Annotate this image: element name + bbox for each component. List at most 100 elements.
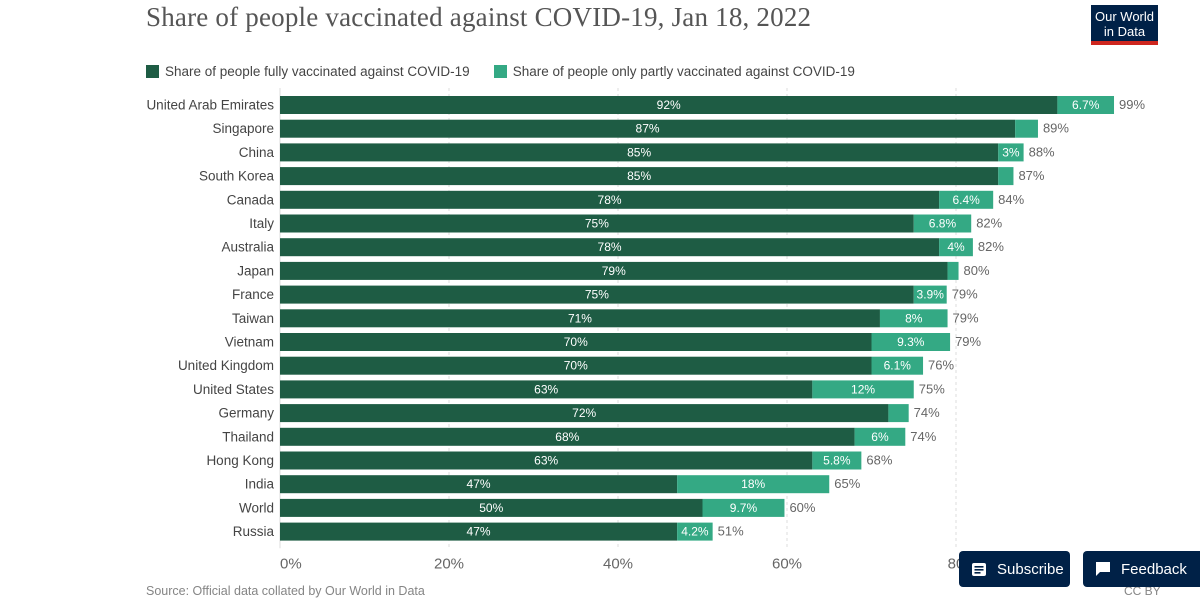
total-label: 80% — [964, 263, 990, 278]
bar-partial — [812, 451, 862, 470]
category-label: United Kingdom — [178, 358, 274, 373]
category-label: United States — [193, 382, 274, 397]
bar-full-label: 92% — [657, 98, 681, 112]
total-label: 79% — [955, 334, 981, 349]
bar-partial-label: 12% — [851, 382, 875, 396]
total-label: 65% — [834, 476, 860, 491]
bar-partial-label: 6.1% — [884, 359, 912, 373]
chat-bubble-icon — [1095, 561, 1111, 577]
bar-full — [280, 522, 678, 541]
total-label: 79% — [953, 310, 979, 325]
total-label: 74% — [914, 405, 940, 420]
total-label: 99% — [1119, 97, 1145, 112]
category-label: United Arab Emirates — [146, 98, 274, 113]
logo-line-1: Our World — [1095, 9, 1154, 24]
mail-icon — [971, 562, 987, 577]
legend-item-full[interactable]: Share of people fully vaccinated against… — [146, 64, 470, 79]
feedback-label: Feedback — [1121, 560, 1187, 578]
bar-full — [280, 190, 940, 209]
bar-full — [280, 333, 872, 351]
category-label: Germany — [218, 406, 274, 421]
legend-swatch-full — [146, 64, 159, 78]
bar-full — [280, 167, 999, 186]
x-tick-label: 0% — [280, 555, 302, 572]
bar-partial — [1015, 119, 1038, 138]
bar-full-label: 72% — [572, 406, 596, 420]
x-tick-label: 40% — [603, 555, 633, 572]
bar-full — [280, 119, 1016, 138]
bar-full-label: 75% — [585, 288, 609, 302]
bar-full — [280, 143, 999, 162]
bar-full — [280, 309, 880, 328]
bar-partial-label: 5.8% — [823, 454, 851, 468]
total-label: 84% — [998, 192, 1024, 207]
bar-full-label: 78% — [598, 240, 622, 254]
source-note: Source: Official data collated by Our Wo… — [146, 584, 425, 598]
bar-full-label: 71% — [568, 311, 592, 325]
category-label: China — [239, 145, 275, 160]
bar-full-label: 68% — [555, 430, 579, 444]
category-label: South Korea — [199, 169, 275, 184]
total-label: 68% — [866, 453, 892, 468]
bar-full-label: 70% — [564, 335, 588, 349]
bar-partial — [939, 190, 994, 209]
bar-partial — [812, 380, 914, 399]
category-label: Australia — [221, 240, 274, 255]
bar-full — [280, 498, 703, 517]
bar-full — [280, 451, 813, 470]
category-label: Russia — [233, 524, 275, 539]
bar-partial — [998, 143, 1024, 162]
x-tick-label: 60% — [772, 555, 802, 572]
bar-full — [280, 214, 914, 233]
bar-partial — [871, 356, 924, 375]
category-label: Singapore — [212, 121, 274, 136]
bar-partial-label: 8% — [905, 311, 923, 325]
bar-partial-label: 18% — [741, 477, 765, 491]
bar-full-label: 75% — [585, 217, 609, 231]
bar-full — [280, 285, 914, 304]
category-label: Hong Kong — [206, 453, 274, 468]
bar-full — [280, 404, 889, 423]
bar-partial-label: 4.2% — [681, 525, 709, 539]
category-label: France — [232, 287, 274, 302]
bar-full — [280, 261, 948, 280]
bar-full-label: 85% — [627, 145, 651, 159]
legend-label-full: Share of people fully vaccinated against… — [165, 63, 470, 79]
bar-partial-label: 6.8% — [929, 217, 957, 231]
bar-partial-label: 3% — [1002, 145, 1020, 159]
bar-full-label: 47% — [467, 477, 491, 491]
category-label: Canada — [227, 192, 275, 207]
bar-full — [280, 238, 940, 257]
bar-full-label: 50% — [479, 501, 503, 515]
bar-partial-label: 9.7% — [730, 501, 758, 515]
legend-item-partial[interactable]: Share of people only partly vaccinated a… — [493, 63, 855, 79]
bar-full — [280, 356, 872, 375]
total-label: 89% — [1043, 121, 1069, 136]
bar-partial — [888, 404, 909, 423]
owid-logo[interactable]: Our World in Data — [1091, 5, 1158, 45]
total-label: 74% — [910, 429, 936, 444]
bar-full-label: 63% — [534, 382, 558, 396]
category-label: Vietnam — [225, 335, 274, 350]
bar-partial — [1057, 96, 1115, 114]
bar-partial — [854, 427, 906, 446]
bar-partial-label: 6% — [871, 430, 889, 444]
legend-label-partial: Share of people only partly vaccinated a… — [512, 63, 855, 79]
bar-full — [280, 475, 678, 494]
feedback-button[interactable]: Feedback — [1083, 551, 1200, 587]
bar-full-label: 70% — [564, 359, 588, 373]
total-label: 76% — [928, 358, 954, 373]
license-link[interactable]: CC BY — [1124, 584, 1161, 598]
total-label: 87% — [1018, 168, 1044, 183]
bar-partial-label: 4% — [947, 240, 965, 254]
bar-full-label: 47% — [467, 525, 491, 539]
legend-swatch-partial — [493, 64, 507, 78]
subscribe-button[interactable]: Subscribe — [959, 551, 1070, 587]
bar-partial — [913, 214, 972, 233]
bar-partial — [913, 285, 947, 304]
bar-partial — [871, 333, 951, 351]
chart-legend: Share of people fully vaccinated against… — [146, 62, 879, 80]
bar-full-label: 87% — [636, 122, 660, 136]
category-label: Thailand — [222, 429, 274, 444]
